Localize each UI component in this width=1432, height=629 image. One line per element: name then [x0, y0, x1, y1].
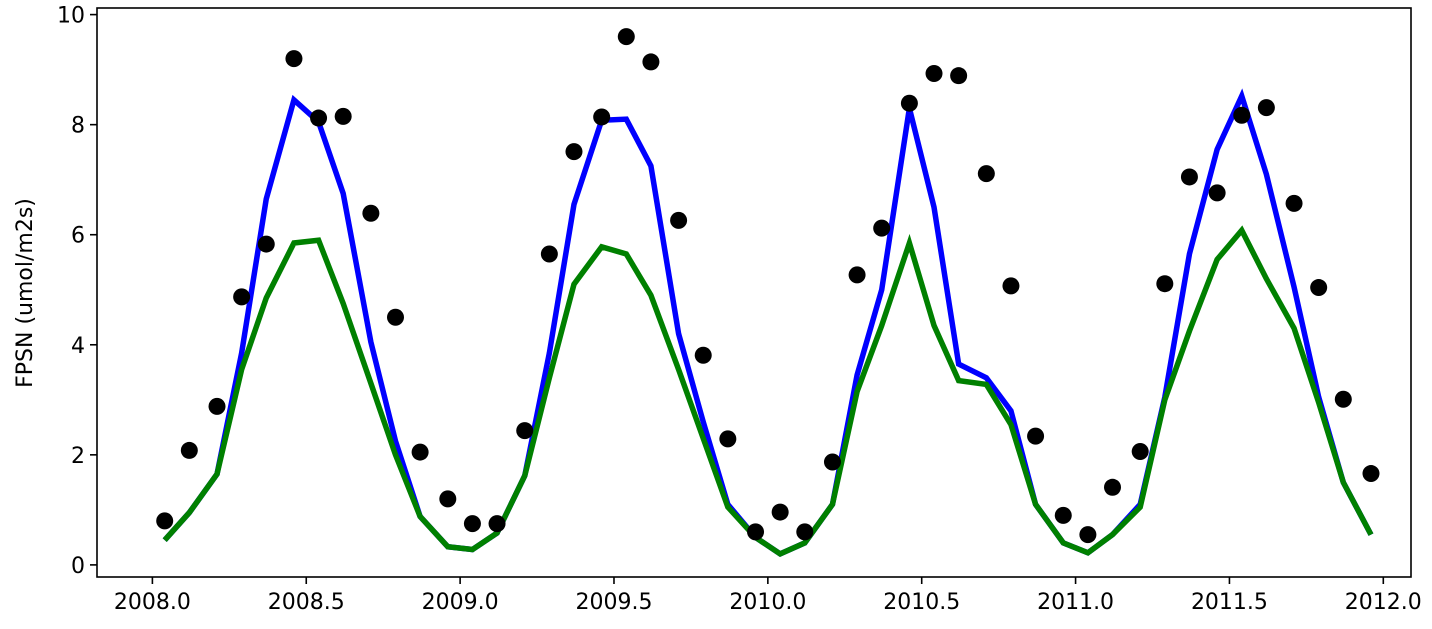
- x-tick-label: 2008.5: [268, 590, 345, 615]
- scatter-point: [439, 490, 457, 508]
- scatter-point: [1334, 390, 1352, 408]
- scatter-point: [1285, 194, 1303, 212]
- scatter-point: [848, 266, 866, 284]
- scatter-point: [796, 523, 814, 541]
- scatter-point: [1208, 184, 1226, 202]
- series-line-1: [162, 225, 1374, 558]
- scatter-point: [463, 515, 481, 533]
- scatter-point: [900, 94, 918, 112]
- x-tick-label: 2010.0: [729, 590, 806, 615]
- x-tick-label: 2008.0: [114, 590, 191, 615]
- scatter-point: [747, 523, 765, 541]
- scatter-point: [565, 143, 583, 161]
- scatter-point: [719, 430, 737, 448]
- y-tick-label: 0: [71, 554, 85, 579]
- x-tick-label: 2011.5: [1191, 590, 1268, 615]
- y-tick-label: 4: [71, 334, 85, 359]
- scatter-point: [208, 397, 226, 415]
- scatter-point: [1079, 526, 1097, 544]
- scatter-point: [540, 245, 558, 263]
- scatter-point: [771, 503, 789, 521]
- scatter-point: [1233, 106, 1251, 124]
- scatter-point: [411, 443, 429, 461]
- y-tick-label: 10: [57, 4, 85, 29]
- scatter-point: [1180, 168, 1198, 186]
- scatter-point: [670, 211, 688, 229]
- scatter-point: [285, 50, 303, 68]
- scatter-point: [156, 512, 174, 530]
- y-tick-label: 6: [71, 224, 85, 249]
- x-tick-label: 2009.0: [422, 590, 499, 615]
- scatter-point: [233, 288, 251, 306]
- scatter-point: [1027, 427, 1045, 445]
- x-tick-label: 2012.0: [1345, 590, 1422, 615]
- scatter-point: [310, 109, 328, 127]
- scatter-point: [617, 28, 635, 46]
- scatter-point: [257, 235, 275, 253]
- x-tick-label: 2010.5: [883, 590, 960, 615]
- scatter-point: [180, 441, 198, 459]
- x-tick-label: 2009.5: [575, 590, 652, 615]
- axes-layer: 2008.0 2008.5 2009.0 2009.5 2010.0 2010.5 2011…: [57, 4, 1422, 615]
- scatter-point: [386, 308, 404, 326]
- x-tick-label: 2011.0: [1037, 590, 1114, 615]
- scatter-point: [873, 219, 891, 237]
- scatter-point: [516, 422, 534, 440]
- scatter-point: [1131, 443, 1149, 461]
- scatter-point: [694, 346, 712, 364]
- scatter-point: [925, 64, 943, 82]
- scatter-point: [823, 453, 841, 471]
- y-axis-label: FPSN (umol/m2s): [13, 198, 38, 388]
- scatter-point: [977, 165, 995, 183]
- scatter-point: [1362, 465, 1380, 483]
- series-layer: [156, 28, 1380, 558]
- plot-frame: [96, 7, 1412, 578]
- scatter-point: [334, 107, 352, 125]
- scatter-point: [1310, 279, 1328, 297]
- scatter-point: [950, 67, 968, 85]
- scatter-point: [593, 108, 611, 126]
- scatter-point: [362, 204, 380, 222]
- y-tick-label: 2: [71, 444, 85, 469]
- scatter-point: [642, 53, 660, 71]
- scatter-point: [1257, 99, 1275, 117]
- scatter-point: [1104, 478, 1122, 496]
- scatter-point: [1156, 275, 1174, 293]
- y-tick-label: 8: [71, 114, 85, 139]
- scatter-point: [1002, 277, 1020, 295]
- scatter-point: [488, 515, 506, 533]
- scatter-point: [1054, 506, 1072, 524]
